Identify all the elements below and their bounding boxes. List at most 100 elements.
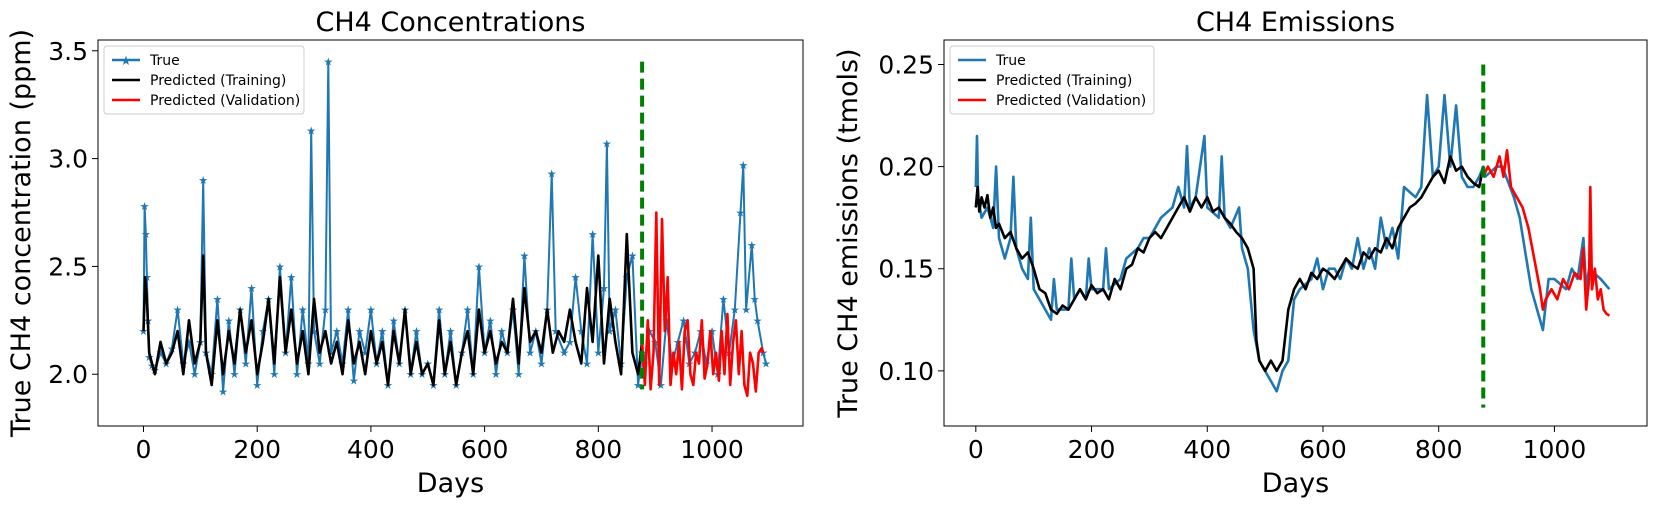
data-point-marker: ★	[565, 336, 575, 349]
x-tick-label: 0	[968, 435, 984, 464]
data-point-marker: ★	[326, 347, 336, 360]
x-tick-label: 1000	[680, 435, 744, 464]
data-point-marker: ★	[247, 282, 257, 295]
chart-title: CH4 Emissions	[1196, 7, 1395, 38]
data-point-marker: ★	[258, 325, 268, 338]
data-point-marker: ★	[537, 357, 547, 370]
data-point-marker: ★	[141, 228, 151, 241]
series-predicted-training-line	[142, 232, 644, 387]
data-point-marker: ★	[377, 325, 387, 338]
data-point-marker: ★	[252, 379, 262, 392]
data-point-marker: ★	[275, 260, 285, 273]
legend-box	[103, 45, 305, 115]
data-point-marker: ★	[184, 336, 194, 349]
data-point-marker: ★	[298, 304, 308, 317]
data-point-marker: ★	[323, 56, 333, 69]
data-point-marker: ★	[582, 357, 592, 370]
data-point-marker: ★	[571, 271, 581, 284]
data-point-marker: ★	[198, 174, 208, 187]
data-point-marker: ★	[551, 325, 561, 338]
data-point-marker: ★	[224, 314, 234, 327]
data-point-marker: ★	[633, 379, 643, 392]
data-point-marker: ★	[360, 347, 370, 360]
data-point-marker: ★	[142, 271, 152, 284]
data-point-marker: ★	[627, 250, 637, 263]
data-point-marker: ★	[650, 336, 660, 349]
data-point-marker: ★	[320, 304, 330, 317]
x-tick-label: 600	[1299, 435, 1347, 464]
data-point-marker: ★	[679, 314, 689, 327]
data-point-marker: ★	[156, 347, 166, 360]
data-point-marker: ★	[434, 304, 444, 317]
data-point-marker: ★	[753, 314, 763, 327]
data-point-marker: ★	[491, 368, 501, 381]
x-axis-label: Days	[417, 468, 484, 499]
legend-label: Predicted (Validation)	[150, 93, 300, 109]
series-predicted-validation-line	[640, 211, 765, 398]
legend-label: True	[149, 53, 180, 69]
x-tick-label: 800	[574, 435, 622, 464]
y-tick-label: 3.5	[48, 37, 88, 66]
x-tick-label: 200	[1068, 435, 1116, 464]
series-true-line	[974, 93, 1611, 393]
data-point-marker: ★	[758, 347, 768, 360]
data-point-marker: ★	[366, 304, 376, 317]
data-point-marker: ★	[286, 271, 296, 284]
legend-label: True	[995, 53, 1026, 69]
data-point-marker: ★	[738, 159, 748, 172]
data-point-marker: ★	[173, 304, 183, 317]
concentrations-chart: CH4 Concentrations 0 200 400 600 800 1000 2.0 2.…	[6, 7, 804, 499]
data-point-marker: ★	[730, 304, 740, 317]
legend-label: Predicted (Training)	[150, 73, 286, 89]
y-tick-label: 0.25	[878, 51, 934, 80]
y-tick-label: 0.15	[878, 255, 934, 284]
data-point-marker: ★	[292, 368, 302, 381]
legend: True Predicted (Training) Predicted (Valid…	[949, 45, 1155, 115]
data-point-marker: ★	[241, 357, 251, 370]
y-tick-label: 2.0	[48, 360, 88, 389]
y-tick-label: 0.10	[878, 357, 934, 386]
x-tick-label: 400	[347, 435, 395, 464]
data-point-marker: ★	[463, 304, 473, 317]
data-point-marker: ★	[332, 325, 342, 338]
data-point-marker: ★	[190, 368, 200, 381]
data-point-marker: ★	[588, 228, 598, 241]
legend-label: Predicted (Validation)	[996, 93, 1146, 109]
x-tick-label: 1000	[1523, 435, 1587, 464]
x-axis-label: Days	[1262, 468, 1329, 499]
data-point-marker: ★	[389, 314, 399, 327]
data-point-marker: ★	[139, 325, 149, 338]
data-point-marker: ★	[497, 325, 507, 338]
data-point-marker: ★	[593, 347, 603, 360]
x-tick-label: 600	[461, 435, 509, 464]
data-point-marker: ★	[315, 357, 325, 370]
data-point-marker: ★	[718, 293, 728, 306]
data-point-marker: ★	[343, 304, 353, 317]
data-point-marker: ★	[446, 325, 456, 338]
data-point-marker: ★	[269, 368, 279, 381]
data-point-marker: ★	[736, 207, 746, 220]
plot-area	[97, 39, 804, 427]
data-point-marker: ★	[602, 138, 612, 151]
series-predicted-training-line	[974, 155, 1485, 373]
data-point-marker: ★	[599, 282, 609, 295]
data-point-marker: ★	[576, 325, 586, 338]
data-point-marker: ★	[514, 368, 524, 381]
legend-marker: ★	[120, 54, 132, 69]
y-axis-label: True CH4 concentration (ppm)	[6, 29, 37, 438]
data-point-marker: ★	[140, 200, 150, 213]
legend-box	[949, 45, 1155, 115]
data-point-marker: ★	[525, 347, 535, 360]
legend: ★ True Predicted (Training) Predicted (Vali…	[103, 45, 305, 115]
data-point-marker: ★	[349, 375, 359, 388]
x-tick-label: 0	[136, 435, 152, 464]
data-point-marker: ★	[622, 271, 632, 284]
data-point-marker: ★	[474, 260, 484, 273]
data-point-marker: ★	[309, 325, 319, 338]
data-point-marker: ★	[747, 239, 757, 252]
y-axis-label: True CH4 emissions (tmols)	[833, 48, 864, 418]
data-point-marker: ★	[411, 325, 421, 338]
plot-area	[943, 39, 1648, 427]
data-point-marker: ★	[741, 304, 751, 317]
